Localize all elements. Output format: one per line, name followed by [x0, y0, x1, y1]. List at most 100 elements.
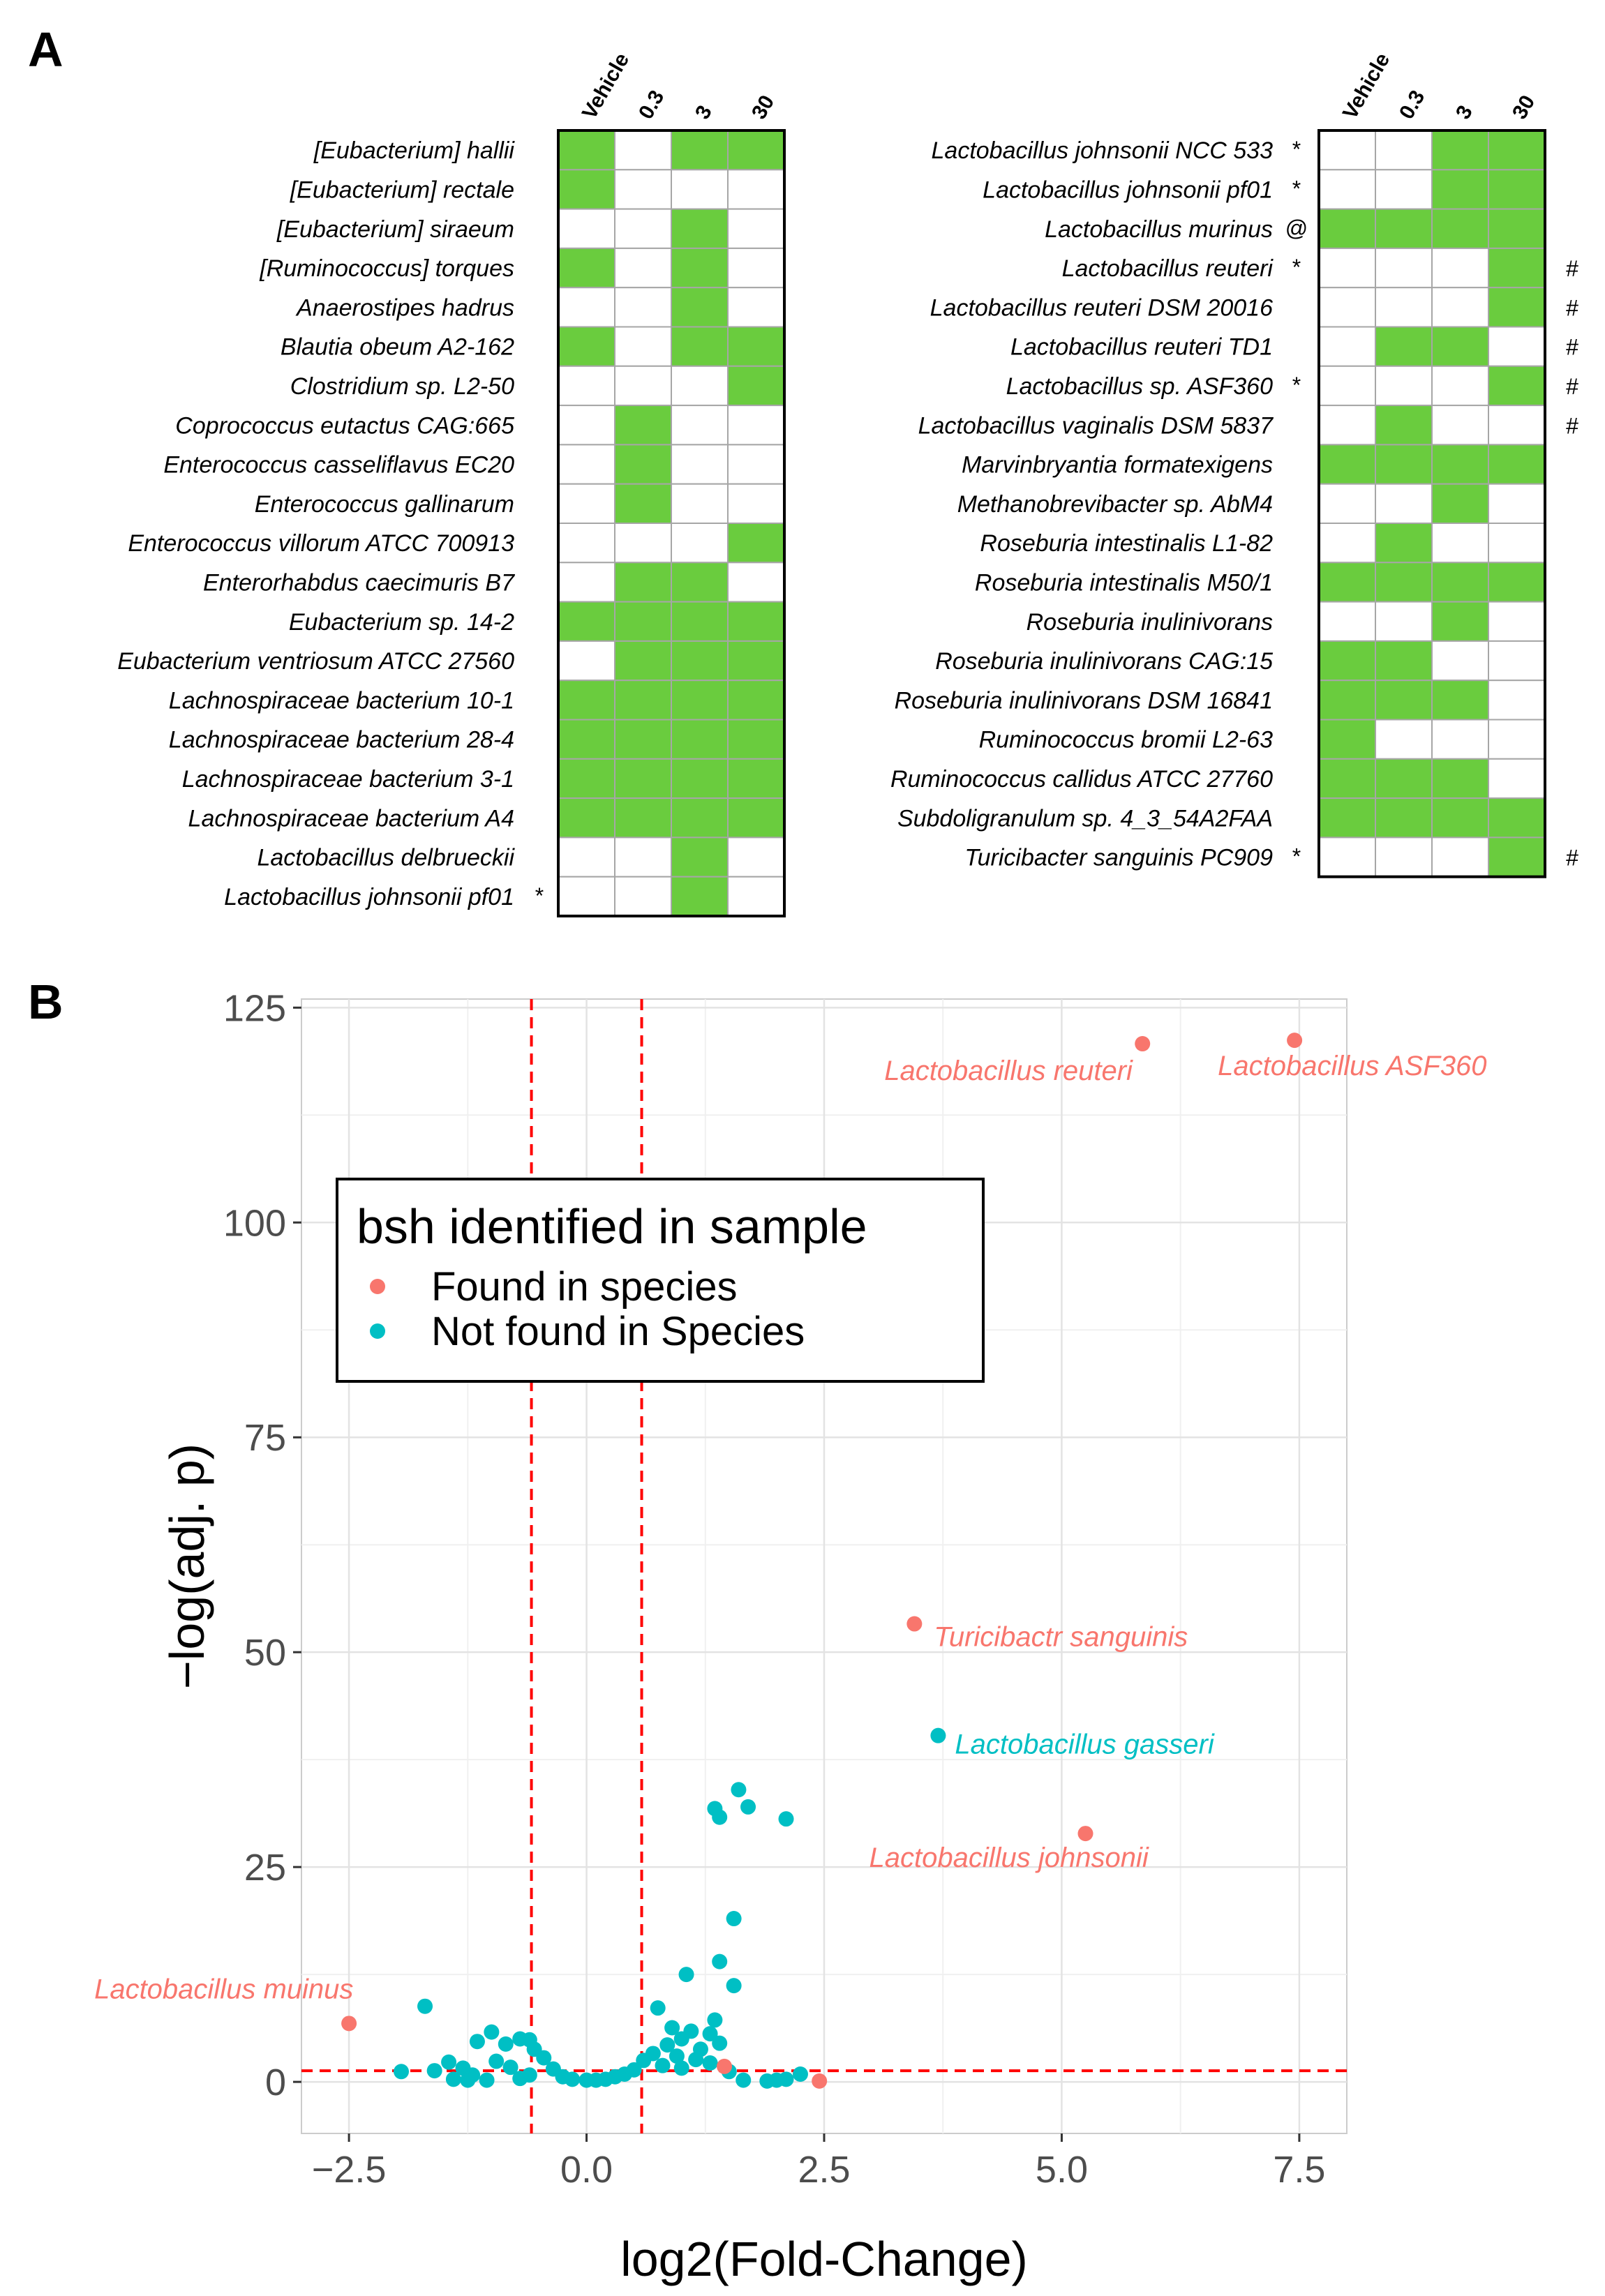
point-label: Lactobacillus reuteri — [884, 1056, 1133, 1086]
right-column-label-1: 0.3 — [1395, 87, 1429, 123]
left-heatmap-cell — [614, 444, 672, 485]
notfound-point — [445, 2071, 461, 2087]
right-heatmap-cell — [1375, 169, 1433, 210]
right-species-label: Lactobacillus vaginalis DSM 5837 — [918, 412, 1274, 439]
x-axis-title: log2(Fold-Change) — [620, 2232, 1028, 2286]
left-species-label: Lachnospiraceae bacterium 28-4 — [169, 727, 514, 753]
left-heatmap-cell — [558, 208, 615, 249]
found-point — [341, 2016, 357, 2032]
left-heatmap-cell — [614, 365, 672, 407]
y-tick-label: 100 — [223, 1202, 286, 1244]
right-heatmap-cell — [1375, 640, 1433, 682]
notfound-point — [659, 2037, 675, 2053]
left-species-label: Blautia obeum A2-162 — [281, 334, 514, 361]
left-heatmap-cell — [614, 758, 672, 800]
notfound-point — [702, 2026, 718, 2042]
left-species-label: Enterococcus gallinarum — [255, 491, 514, 518]
notfound-point — [731, 1782, 747, 1798]
right-heatmap-cell — [1375, 483, 1433, 525]
right-heatmap-cell — [1431, 326, 1489, 367]
left-species-label: Lachnospiraceae bacterium A4 — [188, 805, 514, 832]
right-row-mark: * — [1292, 844, 1301, 869]
notfound-point — [707, 2012, 723, 2028]
panel-a-letter: A — [28, 22, 64, 77]
right-heatmap-cell — [1488, 365, 1546, 407]
right-heatmap-cell — [1375, 523, 1433, 564]
notfound-point — [678, 1967, 694, 1983]
right-heatmap-cell — [1375, 326, 1433, 367]
right-heatmap-cell — [1375, 601, 1433, 642]
right-species-label: Lactobacillus johnsonii NCC 533 — [932, 137, 1274, 164]
right-heatmap-cell — [1375, 287, 1433, 328]
notfound-point — [488, 2053, 505, 2069]
right-heatmap-cell — [1375, 562, 1433, 603]
legend-label-notfound: Not found in Species — [431, 1309, 805, 1354]
left-heatmap-cell — [727, 287, 785, 328]
left-heatmap-cell — [558, 876, 615, 917]
left-heatmap-cell — [558, 680, 615, 721]
left-heatmap-cell — [558, 130, 615, 171]
notfound-point — [565, 2071, 581, 2087]
right-heatmap-cell — [1488, 836, 1546, 878]
left-heatmap-cell — [727, 836, 785, 878]
right-heatmap-cell — [1318, 169, 1376, 210]
x-tick-label: 7.5 — [1273, 2149, 1325, 2191]
left-heatmap-cell — [558, 365, 615, 407]
right-heatmap-cell — [1375, 365, 1433, 407]
right-heatmap-cell — [1431, 523, 1489, 564]
notfound-point — [479, 2072, 495, 2088]
left-row-mark: * — [535, 883, 544, 908]
legend-title: bsh identified in sample — [357, 1199, 867, 1254]
found-point — [717, 2058, 733, 2074]
notfound-point — [588, 2072, 604, 2088]
right-heatmap-cell — [1318, 797, 1376, 839]
right-species-label: Lactobacillus reuteri DSM 20016 — [930, 294, 1273, 321]
notfound-point — [712, 2035, 728, 2051]
right-heatmap-cell — [1431, 719, 1489, 760]
right-heatmap-cell — [1488, 483, 1546, 525]
right-heatmap-cell — [1431, 444, 1489, 485]
left-heatmap-cell — [614, 208, 672, 249]
right-species-label: Methanobrevibacter sp. AbM4 — [957, 491, 1273, 518]
left-heatmap-cell — [558, 601, 615, 642]
left-species-label: Lactobacillus delbrueckii — [257, 845, 515, 871]
point-label: Lactobacillus ASF360 — [1218, 1051, 1486, 1081]
right-heatmap-cell — [1488, 405, 1546, 446]
left-heatmap-cell — [558, 719, 615, 760]
notfound-point — [469, 2034, 485, 2050]
left-heatmap-cell — [727, 562, 785, 603]
left-species-label: [Eubacterium] rectale — [290, 177, 514, 203]
legend-swatch-found — [370, 1279, 385, 1294]
right-species-label: Marvinbryantia formatexigens — [962, 452, 1273, 479]
right-column-label-0: Vehicle — [1338, 49, 1394, 123]
right-heatmap-cell — [1488, 523, 1546, 564]
right-heatmap-cell — [1488, 719, 1546, 760]
notfound-point — [426, 2063, 442, 2079]
left-heatmap-cell — [727, 365, 785, 407]
right-heatmap-cell — [1431, 169, 1489, 210]
right-heatmap-cell — [1318, 562, 1376, 603]
left-heatmap-cell — [671, 797, 729, 839]
notfound-point — [417, 1998, 433, 2014]
right-heatmap-cell — [1488, 169, 1546, 210]
left-heatmap-cell — [671, 483, 729, 525]
right-heatmap-cell — [1431, 287, 1489, 328]
x-tick-label: 2.5 — [798, 2149, 850, 2191]
right-heatmap-cell — [1375, 758, 1433, 800]
left-heatmap-cell — [614, 287, 672, 328]
notfound-point — [393, 2064, 409, 2080]
right-heatmap-cell — [1488, 680, 1546, 721]
heatmap-right: Vehicle 0.3 3 30 Lactobacillus johnsonii NCC… — [890, 49, 1578, 878]
left-heatmap-cell — [671, 130, 729, 171]
found-point — [1077, 1826, 1093, 1842]
right-heatmap-border — [1317, 129, 1546, 878]
left-heatmap-cell — [614, 601, 672, 642]
notfound-point — [712, 1953, 728, 1969]
left-heatmap-cell — [727, 444, 785, 485]
left-heatmap-cell — [614, 876, 672, 917]
notfound-point — [726, 1911, 742, 1927]
left-heatmap-cell — [558, 797, 615, 839]
right-heatmap-cell — [1318, 601, 1376, 642]
left-heatmap-cell — [671, 287, 729, 328]
